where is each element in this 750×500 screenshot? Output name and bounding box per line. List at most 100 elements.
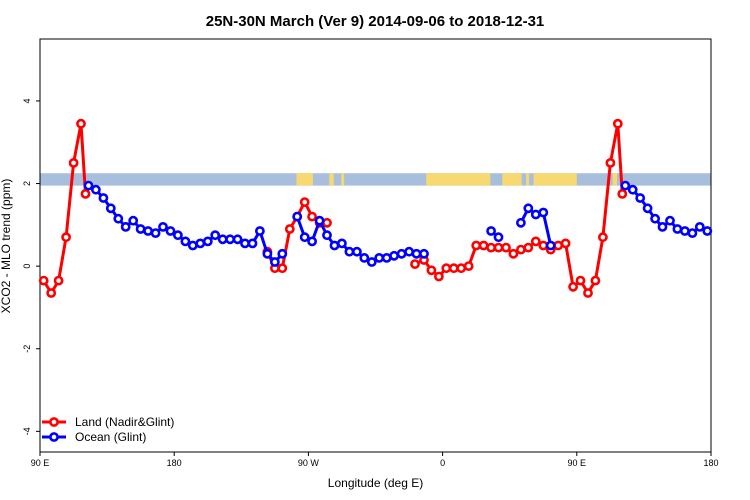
data-point	[441, 263, 452, 274]
data-point	[456, 263, 467, 274]
data-point	[53, 275, 64, 286]
data-point	[180, 236, 191, 247]
land-ocean-band	[40, 173, 711, 186]
x-tick-label: 180	[167, 458, 182, 468]
data-point	[672, 224, 683, 234]
data-point	[292, 211, 303, 222]
band-land-segment	[296, 173, 313, 186]
band-land-segment	[533, 173, 577, 186]
data-point	[605, 157, 616, 168]
data-point	[598, 232, 608, 243]
data-point	[583, 288, 593, 298]
data-point	[150, 228, 161, 238]
data-point	[269, 257, 280, 267]
data-point	[46, 288, 57, 298]
data-point	[410, 259, 420, 269]
data-point	[650, 213, 660, 224]
x-tick-label: 90 W	[298, 458, 320, 468]
data-point	[411, 248, 422, 259]
data-point	[38, 275, 49, 286]
chart-title: 25N-30N March (Ver 9) 2014-09-06 to 2018…	[206, 13, 545, 30]
data-point	[426, 265, 437, 276]
data-point	[232, 234, 243, 245]
data-point	[202, 236, 213, 247]
data-point	[80, 188, 91, 199]
data-point	[516, 217, 526, 228]
data-point	[538, 207, 549, 218]
data-point	[165, 226, 176, 236]
legend-marker	[49, 432, 59, 442]
data-point	[617, 188, 628, 199]
data-point	[225, 234, 235, 245]
data-point	[642, 203, 653, 214]
data-point	[68, 157, 79, 168]
data-point	[120, 221, 131, 232]
data-point	[195, 238, 206, 249]
legend-marker	[49, 417, 59, 427]
data-point	[590, 275, 601, 286]
series-land	[38, 118, 628, 298]
band-land-segment	[426, 173, 491, 186]
data-point	[389, 250, 399, 261]
data-point	[143, 226, 153, 236]
data-point	[314, 215, 325, 226]
band-land-segment	[329, 173, 334, 186]
data-point	[359, 252, 370, 263]
data-point	[635, 193, 646, 203]
plot-frame	[39, 38, 712, 453]
data-point	[486, 226, 496, 236]
data-point	[158, 221, 168, 232]
data-point	[545, 240, 556, 251]
y-tick-label: 0	[22, 264, 32, 269]
x-tick-label: 90 E	[568, 458, 587, 468]
data-point	[366, 257, 377, 267]
x-axis-label: Longitude (deg E)	[328, 476, 423, 490]
data-point	[299, 232, 310, 243]
data-point	[113, 213, 124, 224]
data-point	[702, 226, 713, 236]
y-tick-label: 4	[22, 98, 32, 103]
data-point	[523, 203, 534, 214]
band-land-segment	[341, 173, 345, 186]
data-point	[568, 281, 578, 292]
data-point	[516, 244, 526, 255]
series-line	[87, 184, 284, 264]
data-point	[322, 230, 332, 241]
x-tick-label: 180	[703, 458, 718, 468]
data-point	[76, 118, 86, 129]
data-point	[433, 271, 444, 282]
data-point	[530, 209, 541, 220]
data-point	[612, 118, 623, 129]
y-tick-label: -4	[22, 427, 32, 435]
data-point	[307, 236, 317, 247]
data-point	[61, 232, 71, 243]
data-point	[680, 226, 690, 236]
x-tick-label: 0	[440, 458, 445, 468]
data-point	[419, 248, 429, 259]
y-axis-label: XCO2 - MLO trend (ppm)	[0, 179, 13, 314]
data-point	[620, 180, 631, 191]
y-tick-label: 2	[22, 181, 32, 186]
legend: Land (Nadir&Glint)Ocean (Glint)	[42, 415, 174, 444]
y-tick-label: -2	[22, 345, 32, 353]
data-point	[247, 238, 258, 249]
data-point	[627, 184, 638, 195]
data-point	[128, 215, 139, 226]
data-point	[277, 248, 288, 259]
band-land-segment	[502, 173, 522, 186]
data-point	[307, 211, 317, 222]
data-point	[694, 221, 705, 232]
data-point	[172, 230, 183, 241]
data-point	[187, 240, 198, 251]
data-point	[493, 232, 504, 243]
data-point	[530, 236, 541, 247]
series-layer	[38, 118, 713, 298]
data-point	[351, 246, 362, 257]
data-point	[575, 275, 586, 286]
data-point	[336, 238, 347, 249]
data-point	[98, 193, 109, 203]
data-point	[665, 215, 675, 226]
data-point	[374, 252, 385, 263]
data-point	[344, 246, 355, 257]
